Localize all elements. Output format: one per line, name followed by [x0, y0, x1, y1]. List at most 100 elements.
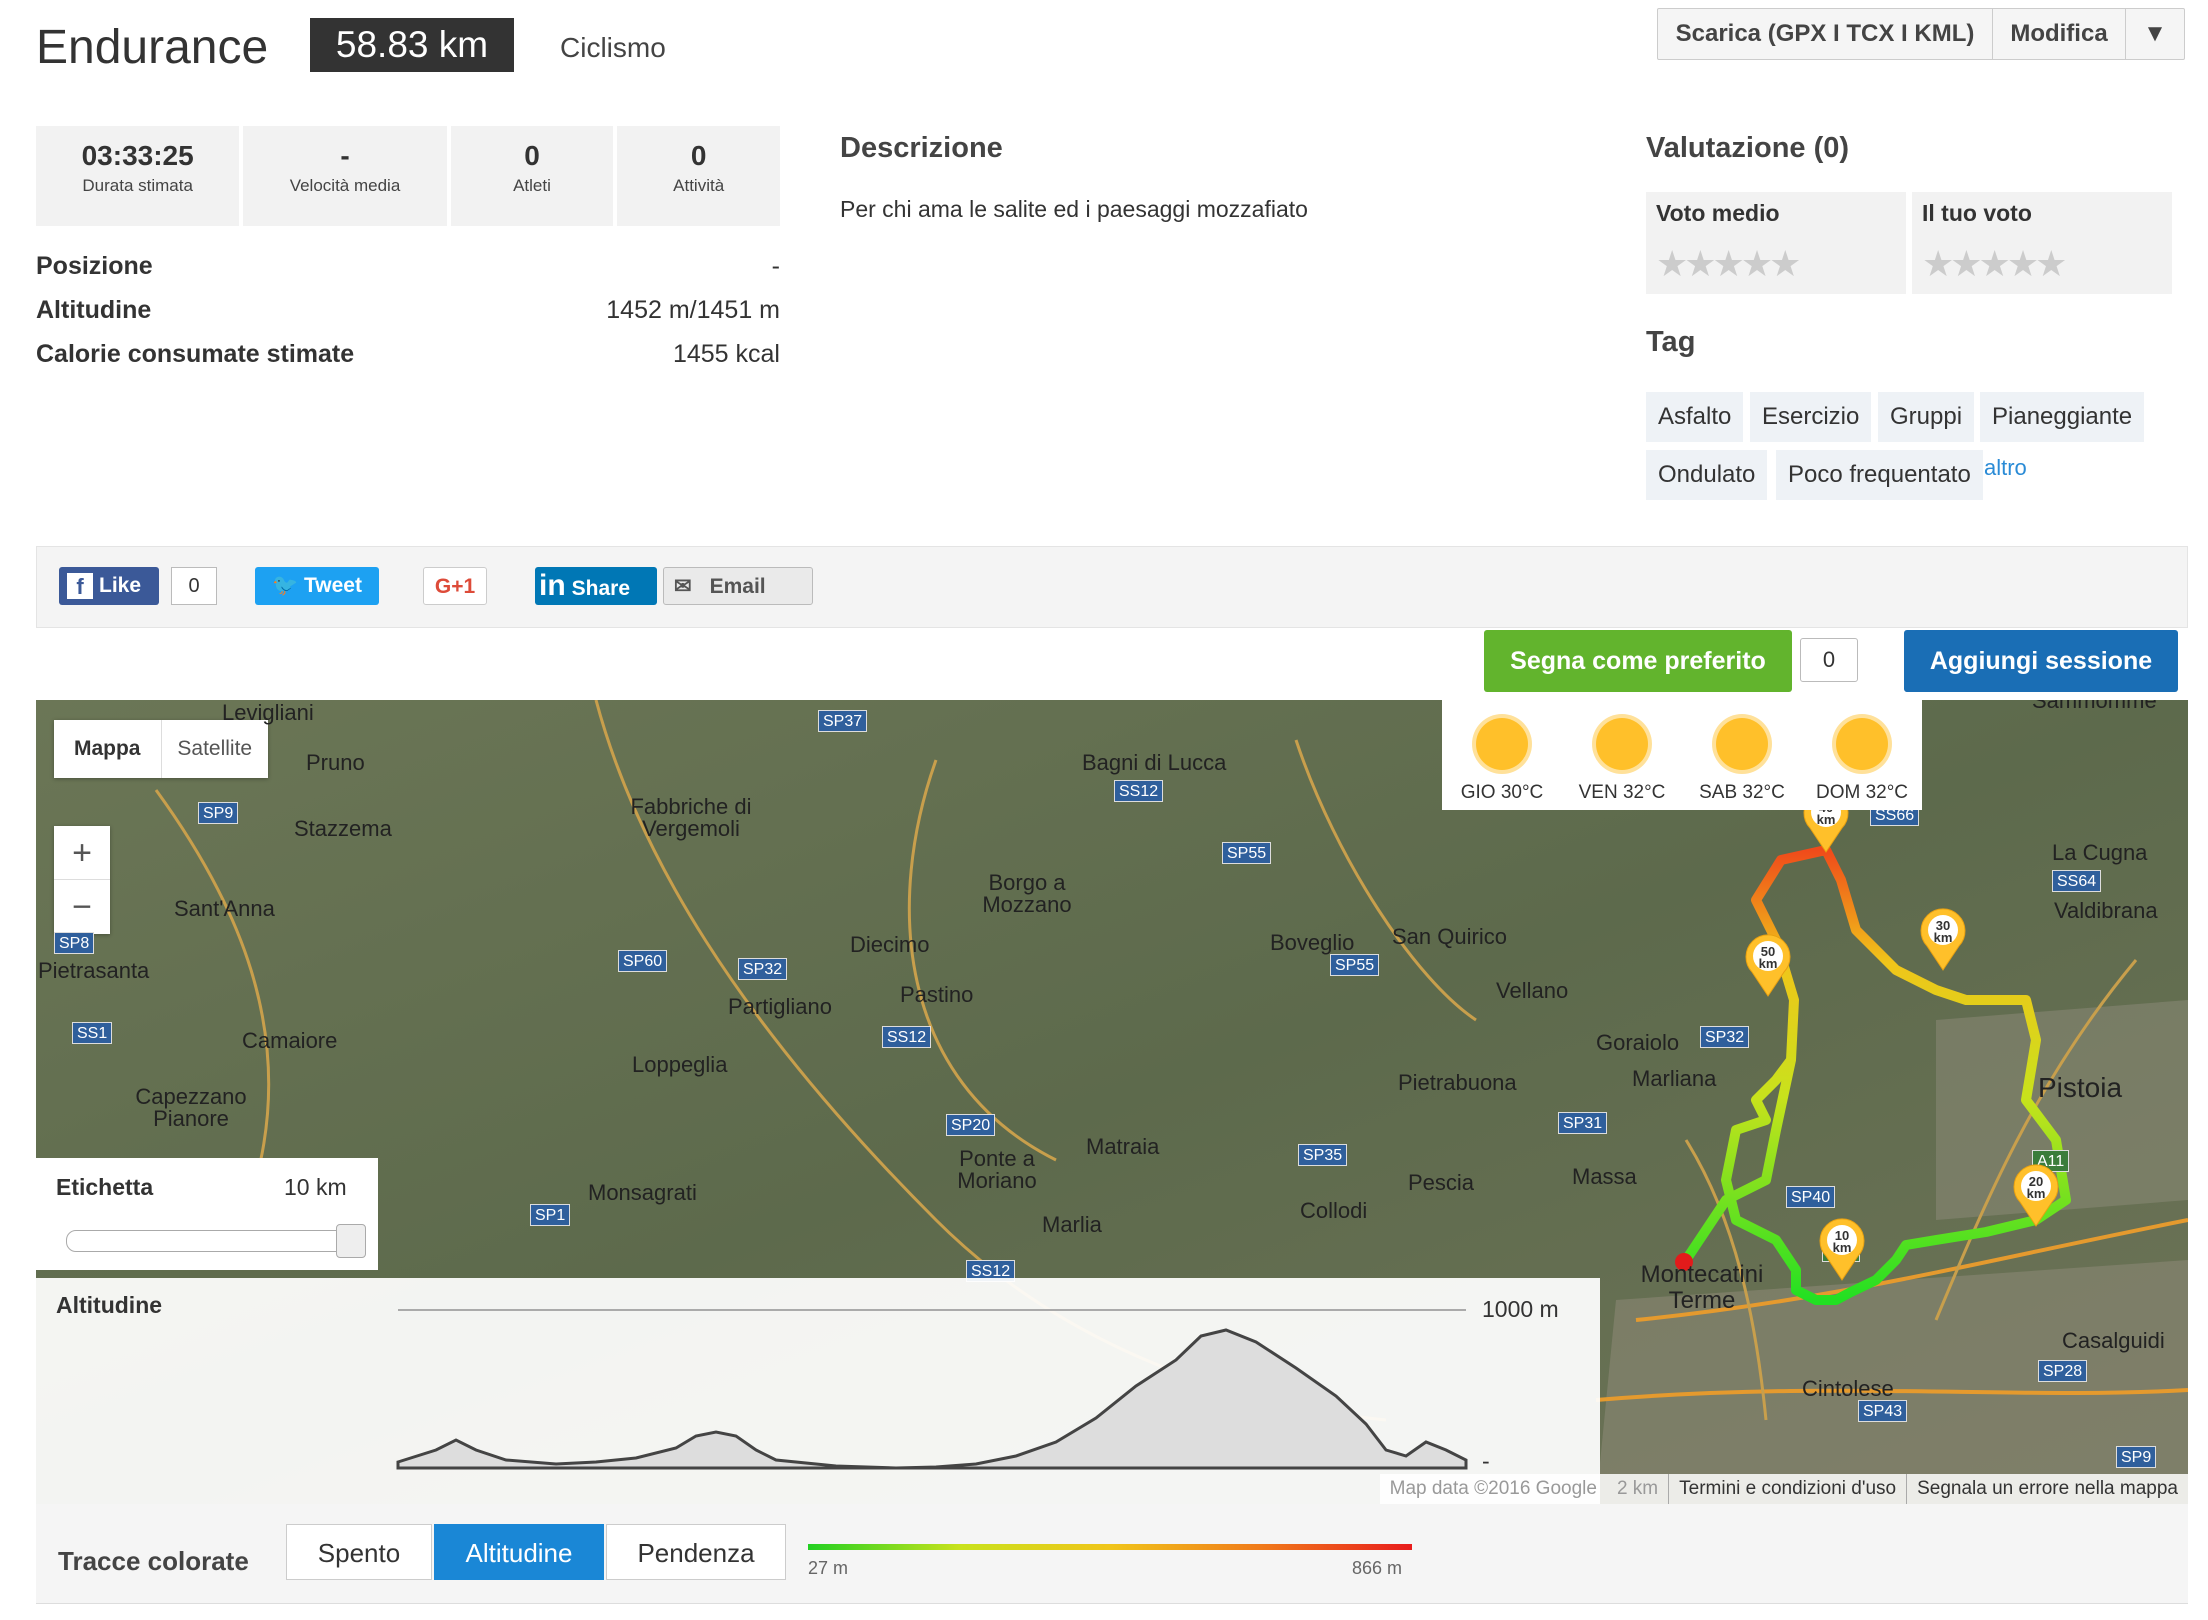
- report-error-link[interactable]: Segnala un errore nella mappa: [1906, 1474, 2188, 1504]
- route-track: [1675, 845, 2071, 1305]
- place-label: Goraiolo: [1596, 1030, 1680, 1055]
- place-label: Pescia: [1408, 1170, 1475, 1195]
- weather-day: DOM 32°C: [1802, 700, 1922, 810]
- info-key: Altitudine: [36, 296, 152, 324]
- map-type-satellite[interactable]: Satellite: [160, 720, 269, 778]
- tag-item[interactable]: Pianeggiante: [1980, 392, 2145, 442]
- road-shield: SS1: [72, 1022, 113, 1044]
- place-label: Sant'Anna: [174, 896, 275, 921]
- place-label: Capezzano Pianore: [135, 1084, 247, 1131]
- road-shield: SP40: [1786, 1186, 1836, 1208]
- linkedin-share-button[interactable]: in Share: [535, 567, 657, 605]
- place-label: San Quirico: [1392, 924, 1507, 949]
- road-shield: SP9: [2116, 1446, 2157, 1468]
- sun-icon: [1476, 718, 1528, 770]
- place-label: Casalguidi: [2062, 1328, 2165, 1353]
- place-label: Pastino: [900, 982, 974, 1007]
- place-label: La Cugna: [2052, 840, 2148, 865]
- average-rating: Voto medio ★★★★★: [1646, 192, 1906, 294]
- km-marker-label: 20 km: [2026, 1174, 2046, 1201]
- tweet-button[interactable]: 🐦 Tweet: [255, 567, 379, 605]
- place-label: Matraia: [1086, 1134, 1160, 1159]
- road-shield: SS12: [882, 1026, 932, 1048]
- road-shield: SP35: [1298, 1144, 1348, 1166]
- email-label: Email: [709, 575, 766, 598]
- map-type-toggle: Mappa Satellite: [54, 720, 268, 778]
- zoom-in-button[interactable]: +: [54, 826, 110, 880]
- stat-value: 0: [690, 140, 707, 171]
- stat-speed: - Velocità media: [243, 126, 447, 226]
- place-label: Camaiore: [242, 1028, 338, 1053]
- top-actions: Scarica (GPX I TCX I KML) Modifica ▼: [1657, 8, 2185, 60]
- terms-link[interactable]: Termini e condizioni d'uso: [1668, 1474, 1906, 1504]
- altitude-min-label: -: [1482, 1448, 1490, 1474]
- average-rating-label: Voto medio: [1656, 200, 1780, 226]
- tag-item[interactable]: Gruppi: [1878, 392, 1975, 442]
- your-rating-label: Il tuo voto: [1922, 200, 2032, 226]
- stat-value: -: [340, 140, 350, 171]
- place-label: Valdibrana: [2054, 898, 2158, 923]
- more-tags-link[interactable]: altro: [1984, 455, 2027, 480]
- edit-button[interactable]: Modifica: [1993, 9, 2126, 59]
- route-map[interactable]: Mappa Satellite + − Levigliani Pruno Sta…: [36, 700, 2188, 1504]
- option-altitude[interactable]: Altitudine: [434, 1524, 604, 1580]
- slider-handle[interactable]: [336, 1224, 366, 1258]
- place-label: Borgo a Mozzano: [982, 870, 1072, 917]
- add-session-button[interactable]: Aggiungi sessione: [1904, 630, 2178, 692]
- linkedin-icon: in: [539, 569, 566, 602]
- place-label: Pruno: [306, 750, 365, 775]
- place-label: Ponte a Moriano: [957, 1146, 1037, 1193]
- weather-day: VEN 32°C: [1562, 700, 1682, 810]
- dropdown-arrow-icon[interactable]: ▼: [2143, 20, 2167, 47]
- twitter-icon: 🐦: [272, 574, 304, 597]
- label-interval-panel: Etichetta 10 km: [36, 1158, 378, 1270]
- tag-item[interactable]: Ondulato: [1646, 450, 1768, 500]
- stat-activities: 0 Attività: [617, 126, 780, 226]
- map-scale: 2 km: [1616, 1478, 1659, 1499]
- road-shield: SP37: [818, 710, 868, 732]
- altitude-max-label: 1000 m: [1482, 1296, 1559, 1322]
- option-off[interactable]: Spento: [286, 1524, 432, 1580]
- road-shield: SP60: [618, 950, 668, 972]
- google-plus-button[interactable]: G+1: [423, 567, 487, 605]
- place-label: Pietrabuona: [1398, 1070, 1517, 1095]
- email-button[interactable]: ✉ Email: [663, 567, 813, 605]
- info-value: -: [771, 252, 780, 280]
- place-label: Massa: [1572, 1164, 1637, 1189]
- place-label: Diecimo: [850, 932, 930, 957]
- road-shield: SP28: [2038, 1360, 2088, 1382]
- place-label: Stazzema: [294, 816, 392, 841]
- stat-value: 0: [524, 140, 540, 171]
- map-type-map[interactable]: Mappa: [73, 737, 141, 760]
- weather-label: GIO 30°C: [1460, 782, 1544, 803]
- road-shield: A11: [2032, 1150, 2070, 1172]
- stat-athletes: 0 Atleti: [450, 126, 614, 226]
- stat-label: Durata stimata: [82, 176, 193, 195]
- road-shield: SP43: [1858, 1400, 1908, 1422]
- your-rating: Il tuo voto ★★★★★: [1912, 192, 2172, 294]
- weather-day: GIO 30°C: [1442, 700, 1562, 810]
- colored-tracks-label: Tracce colorate: [58, 1546, 249, 1576]
- tag-item[interactable]: Asfalto: [1646, 392, 1744, 442]
- zoom-controls: + −: [54, 826, 110, 934]
- map-data-credit: Map data ©2016 Google: [1389, 1478, 1597, 1499]
- tag-item[interactable]: Poco frequentato: [1776, 450, 1983, 500]
- place-label: Montecatini Terme: [1640, 1261, 1764, 1314]
- tag-item[interactable]: Esercizio: [1750, 392, 1872, 442]
- envelope-icon: ✉: [674, 575, 692, 598]
- stat-label: Velocità media: [289, 176, 401, 195]
- zoom-out-button[interactable]: −: [72, 888, 92, 926]
- like-count: 0: [171, 567, 217, 605]
- star-icon[interactable]: ★★★★★: [1922, 243, 2067, 284]
- stat-label: Attività: [673, 176, 725, 195]
- favorite-button[interactable]: Segna come preferito: [1484, 630, 1792, 692]
- download-button[interactable]: Scarica (GPX I TCX I KML): [1658, 9, 1993, 59]
- sun-icon: [1596, 718, 1648, 770]
- facebook-like-button[interactable]: f Like: [59, 567, 159, 605]
- option-slope[interactable]: Pendenza: [606, 1524, 786, 1580]
- road-shield: SP20: [946, 1114, 996, 1136]
- rating-heading: Valutazione (0): [1646, 132, 1850, 164]
- place-label: Pistoia: [2038, 1072, 2123, 1103]
- label-interval-slider[interactable]: [66, 1230, 366, 1252]
- weather-label: DOM 32°C: [1815, 782, 1909, 803]
